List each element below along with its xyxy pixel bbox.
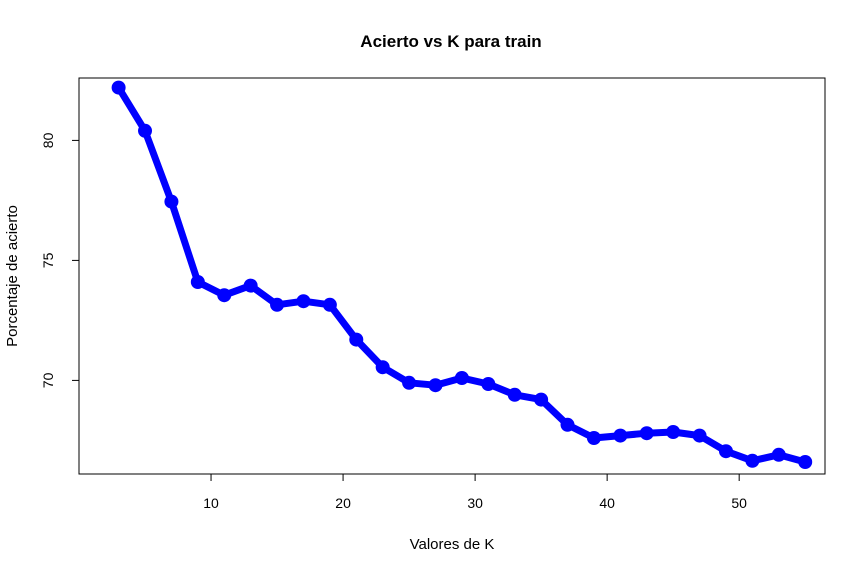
data-point [375, 360, 390, 375]
data-point [692, 428, 707, 443]
data-point [613, 428, 628, 443]
y-tick-label: 80 [40, 132, 56, 148]
data-point [349, 332, 364, 347]
data-point [560, 417, 575, 432]
data-point [507, 387, 522, 402]
data-point [190, 275, 205, 289]
y-axis-label: Porcentaje de acierto [4, 205, 21, 347]
data-point [243, 278, 258, 293]
data-point [798, 455, 813, 469]
series-layer [111, 80, 813, 469]
data-point [138, 123, 153, 138]
plot-frame [78, 77, 826, 475]
data-point [322, 297, 337, 312]
data-point [745, 453, 760, 468]
data-point [454, 371, 469, 385]
data-point [164, 194, 179, 209]
x-axis-label: Valores de K [410, 536, 495, 553]
x-axis: 10 20 30 40 50 [203, 473, 747, 511]
data-point [586, 431, 601, 445]
y-tick-label: 70 [40, 372, 56, 388]
data-point [639, 426, 654, 441]
x-tick-label: 10 [203, 495, 219, 511]
data-point [534, 392, 549, 407]
data-point [771, 447, 786, 462]
x-tick-label: 30 [467, 495, 483, 511]
data-point [270, 297, 285, 312]
y-axis: 70 75 80 [40, 132, 80, 388]
data-point [481, 377, 496, 391]
data-point [111, 80, 126, 95]
data-point [428, 378, 443, 393]
data-point [296, 294, 311, 309]
data-point [402, 375, 417, 390]
series-line [115, 84, 809, 466]
y-tick-label: 75 [40, 252, 56, 268]
x-tick-label: 50 [731, 495, 747, 511]
data-point [217, 288, 232, 303]
data-point [666, 425, 681, 439]
x-tick-label: 20 [335, 495, 351, 511]
x-tick-label: 40 [599, 495, 615, 511]
chart-title: Acierto vs K para train [360, 32, 541, 51]
data-point [718, 444, 733, 459]
